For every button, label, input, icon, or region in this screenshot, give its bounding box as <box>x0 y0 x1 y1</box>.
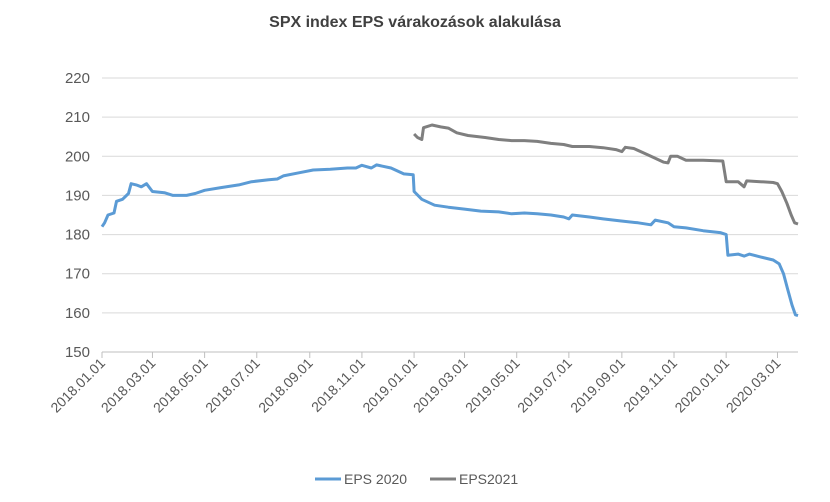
y-tick-label: 220 <box>65 70 90 87</box>
x-tick-label: 2019.03.01 <box>410 355 471 416</box>
y-axis-ticks: 150 160 170 180 190 200 210 220 <box>65 70 90 361</box>
grid <box>102 77 798 314</box>
x-tick-label: 2018.11.01 <box>308 355 368 415</box>
y-tick-label: 160 <box>65 305 90 322</box>
y-tick-label: 150 <box>65 344 90 361</box>
x-tick-label: 2020.03.01 <box>723 355 784 416</box>
x-tick-label: 2018.07.01 <box>202 355 263 416</box>
y-tick-label: 200 <box>65 148 90 165</box>
x-tick-label: 2019.05.01 <box>462 355 523 416</box>
y-tick-label: 180 <box>65 227 90 244</box>
chart-title: SPX index EPS várakozások alakulása <box>269 14 561 31</box>
y-tick-label: 170 <box>65 266 90 283</box>
x-tick-label: 2020.01.01 <box>671 355 732 416</box>
x-tick-label: 2018.03.01 <box>98 355 159 416</box>
x-tick-label: 2018.05.01 <box>150 355 211 416</box>
legend: EPS 2020 EPS2021 <box>315 471 518 487</box>
series-line-eps-2020 <box>100 163 799 318</box>
y-tick-label: 210 <box>65 109 90 126</box>
legend-label: EPS 2020 <box>344 471 407 487</box>
series-lines <box>100 123 799 318</box>
legend-label: EPS2021 <box>459 471 518 487</box>
x-tick-label: 2019.07.01 <box>514 355 575 416</box>
x-tick-label: 2019.09.01 <box>567 355 628 416</box>
x-axis-ticks: 2018.01.012018.03.012018.05.012018.07.01… <box>47 352 784 416</box>
x-tick-label: 2019.11.01 <box>620 355 680 415</box>
x-tick-label: 2018.09.01 <box>255 355 316 416</box>
series-line-eps2021 <box>413 123 799 226</box>
y-tick-label: 190 <box>65 187 90 204</box>
